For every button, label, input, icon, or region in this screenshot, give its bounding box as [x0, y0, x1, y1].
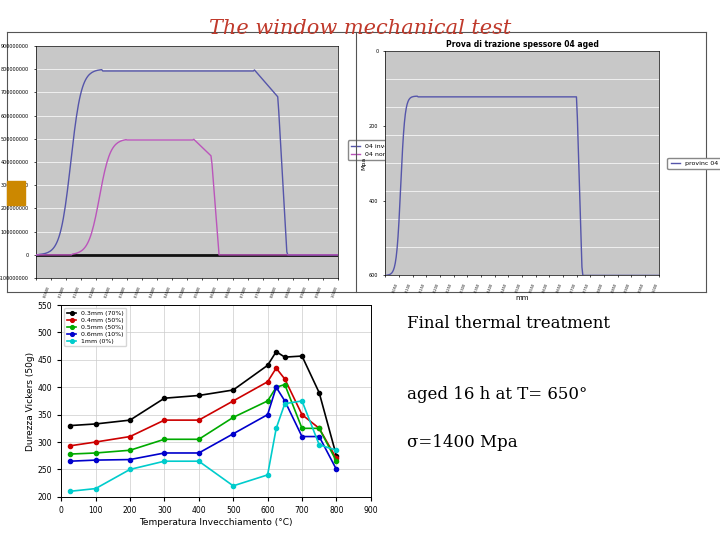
0.4mm (50%) — [264, 379, 272, 385]
1mm (0%) — [297, 397, 306, 404]
1mm (0%) — [281, 401, 289, 407]
1mm (0%) — [229, 483, 238, 489]
0.4mm (50%) — [315, 425, 323, 431]
Text: σ=1400 Mpa: σ=1400 Mpa — [407, 434, 518, 451]
0.6mm (10%) — [272, 384, 281, 390]
1mm (0%) — [160, 458, 168, 464]
1mm (0%) — [332, 447, 341, 454]
0.3mm (70%) — [160, 395, 168, 401]
0.5mm (50%) — [194, 436, 203, 443]
1mm (0%) — [66, 488, 74, 495]
1mm (0%) — [315, 442, 323, 448]
0.4mm (50%) — [91, 439, 100, 446]
0.5mm (50%) — [315, 425, 323, 431]
1mm (0%) — [126, 466, 135, 472]
1mm (0%) — [264, 471, 272, 478]
Line: 0.6mm (10%): 0.6mm (10%) — [68, 385, 338, 471]
0.6mm (10%) — [91, 457, 100, 463]
Line: 0.4mm (50%): 0.4mm (50%) — [68, 366, 338, 461]
0.3mm (70%) — [281, 354, 289, 360]
0.6mm (10%) — [332, 466, 341, 472]
0.3mm (70%) — [91, 421, 100, 427]
0.5mm (50%) — [297, 425, 306, 431]
0.3mm (70%) — [332, 453, 341, 459]
Title: Prova di trazione spessore 04 aged: Prova di trazione spessore 04 aged — [446, 40, 598, 49]
1mm (0%) — [194, 458, 203, 464]
X-axis label: Temperatura Invecchiamento (°C): Temperatura Invecchiamento (°C) — [139, 518, 293, 526]
0.4mm (50%) — [126, 433, 135, 440]
0.5mm (50%) — [160, 436, 168, 443]
Line: 0.3mm (70%): 0.3mm (70%) — [68, 349, 338, 458]
0.3mm (70%) — [229, 387, 238, 393]
0.5mm (50%) — [281, 381, 289, 388]
0.5mm (50%) — [264, 397, 272, 404]
0.6mm (10%) — [229, 430, 238, 437]
0.5mm (50%) — [66, 451, 74, 457]
0.6mm (10%) — [315, 433, 323, 440]
1mm (0%) — [272, 425, 281, 431]
X-axis label: mm: mm — [516, 295, 528, 301]
Text: Final thermal treatment: Final thermal treatment — [407, 315, 610, 333]
0.4mm (50%) — [332, 455, 341, 462]
0.6mm (10%) — [264, 411, 272, 418]
0.6mm (10%) — [66, 458, 74, 464]
0.4mm (50%) — [272, 365, 281, 372]
1mm (0%) — [91, 485, 100, 492]
0.4mm (50%) — [229, 397, 238, 404]
0.3mm (70%) — [297, 353, 306, 359]
0.5mm (50%) — [229, 414, 238, 421]
Line: 1mm (0%): 1mm (0%) — [68, 399, 338, 494]
Legend: provinc 04 aged: provinc 04 aged — [667, 158, 720, 169]
Text: The window mechanical test: The window mechanical test — [209, 19, 511, 38]
Y-axis label: Durezza Vickers (50g): Durezza Vickers (50g) — [26, 352, 35, 450]
0.4mm (50%) — [66, 443, 74, 449]
0.4mm (50%) — [297, 411, 306, 418]
0.4mm (50%) — [281, 376, 289, 382]
0.5mm (50%) — [272, 384, 281, 390]
0.6mm (10%) — [194, 450, 203, 456]
Legend: 04 invecchiato, 04 non trattato: 04 invecchiato, 04 non trattato — [348, 140, 416, 160]
0.3mm (70%) — [126, 417, 135, 423]
Text: 25: 25 — [679, 517, 702, 535]
0.5mm (50%) — [332, 458, 341, 464]
0.3mm (70%) — [264, 362, 272, 369]
0.3mm (70%) — [194, 392, 203, 399]
0.3mm (70%) — [272, 348, 281, 355]
0.5mm (50%) — [91, 450, 100, 456]
0.6mm (10%) — [281, 397, 289, 404]
Y-axis label: Mpa: Mpa — [361, 157, 366, 170]
0.4mm (50%) — [194, 417, 203, 423]
0.3mm (70%) — [315, 389, 323, 396]
Text: aged 16 h at T= 650°: aged 16 h at T= 650° — [407, 386, 588, 403]
0.5mm (50%) — [126, 447, 135, 454]
Line: 0.5mm (50%): 0.5mm (50%) — [68, 382, 338, 463]
Legend: 0.3mm (70%), 0.4mm (50%), 0.5mm (50%), 0.6mm (10%), 1mm (0%): 0.3mm (70%), 0.4mm (50%), 0.5mm (50%), 0… — [64, 308, 127, 346]
0.3mm (70%) — [66, 422, 74, 429]
0.6mm (10%) — [160, 450, 168, 456]
0.6mm (10%) — [126, 456, 135, 463]
0.6mm (10%) — [297, 433, 306, 440]
0.4mm (50%) — [160, 417, 168, 423]
